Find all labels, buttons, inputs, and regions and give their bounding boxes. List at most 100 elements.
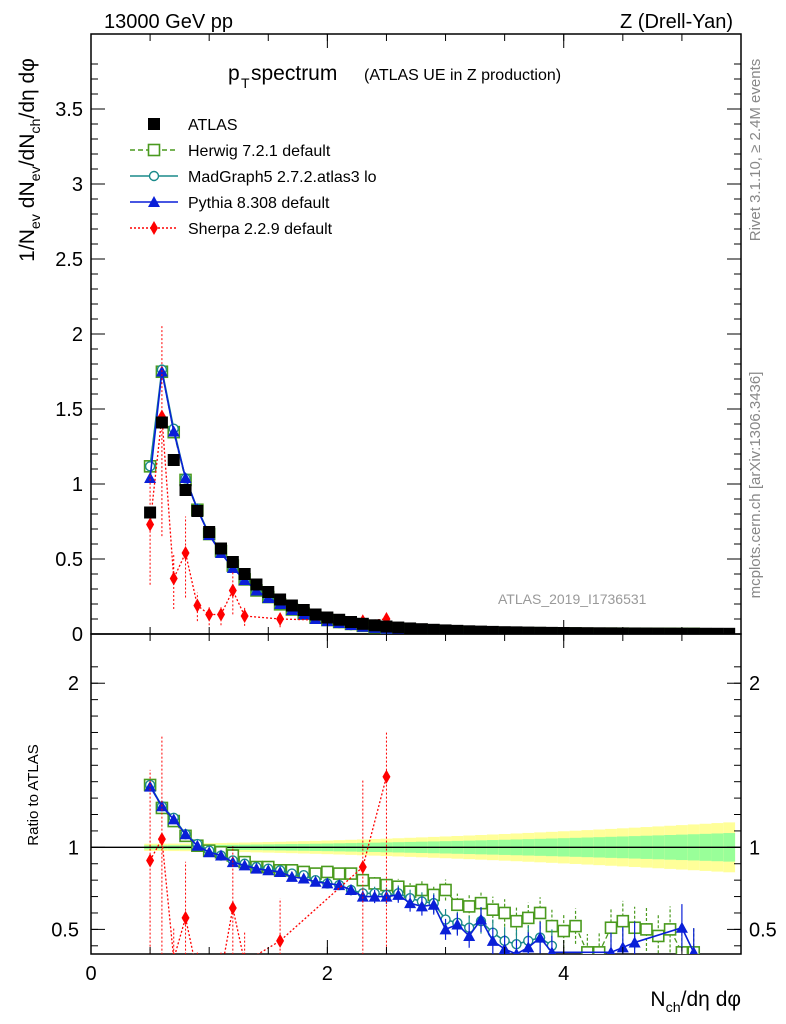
ratio-y-tick-label-right: 1 xyxy=(749,837,760,859)
herwig-ratio-marker xyxy=(640,923,653,936)
madgraph5-ratio-line xyxy=(149,784,553,947)
atlas-main-marker xyxy=(285,599,298,612)
pythia-ratio-marker xyxy=(415,900,428,912)
atlas-main-marker xyxy=(179,484,192,496)
pythia-ratio-marker xyxy=(191,839,204,851)
legend-marker-atlas xyxy=(148,118,160,130)
herwig-ratio-marker xyxy=(604,921,618,935)
label-part: N xyxy=(650,988,665,1011)
herwig-ratio-marker xyxy=(486,903,500,916)
axes: 0 0.5 1 1.5 2 2.5 3 3.5 0.5 0.5 1 1 2 2 0 2 4 xyxy=(51,34,777,985)
pythia-ratio-marker xyxy=(167,813,180,825)
atlas-main-marker xyxy=(699,627,712,634)
legend-label-herwig: Herwig 7.2.1 default xyxy=(188,143,331,160)
ratio-ylabel: Ratio to ATLAS xyxy=(25,744,42,845)
atlas-main-marker xyxy=(380,620,393,633)
atlas-main-marker xyxy=(463,625,476,634)
pythia-ratio-marker xyxy=(345,884,357,895)
pythia-ratio-marker xyxy=(616,941,629,953)
legend-marker-madgraph5 xyxy=(148,170,160,182)
atlas-main-marker xyxy=(723,627,736,634)
label-part: /dη dφ xyxy=(681,988,741,1011)
atlas-main-marker xyxy=(581,627,594,634)
herwig-ratio-marker xyxy=(569,919,582,933)
herwig-ratio-marker xyxy=(510,914,523,928)
atlas-main-marker xyxy=(404,622,417,634)
herwig-ratio-marker xyxy=(557,924,571,938)
main-y-tick-label: 0 xyxy=(72,624,83,646)
pythia-ratio-marker xyxy=(203,846,216,858)
herwig-ratio-marker xyxy=(451,898,464,912)
title-spectrum: spectrum xyxy=(251,62,337,85)
atlas-main-marker xyxy=(262,586,275,598)
title-subscript: T xyxy=(241,75,250,91)
atlas-main-marker xyxy=(628,627,641,634)
atlas-main-marker xyxy=(309,608,322,621)
ratio-y-tick-label: 0.5 xyxy=(51,919,79,941)
legend-marker-herwig xyxy=(147,143,161,157)
pythia-ratio-marker xyxy=(427,898,440,910)
atlas-main-marker xyxy=(415,623,428,634)
sherpa-ratio-marker xyxy=(217,967,225,981)
atlas-main-marker xyxy=(167,454,180,466)
pythia-ratio-marker xyxy=(522,941,535,953)
sherpa-main-marker xyxy=(193,598,202,613)
atlas-main-marker xyxy=(392,621,405,634)
atlas-main-marker xyxy=(640,627,653,634)
pythia-ratio-marker xyxy=(179,828,192,840)
ratio-panel-series xyxy=(143,732,701,981)
atlas-main-marker xyxy=(345,616,357,628)
atlas-main-marker xyxy=(427,623,440,634)
pythia-ratio-marker xyxy=(333,879,346,891)
pythia-ratio-marker xyxy=(380,890,393,902)
side-text-mcplots: mcplots.cern.ch [arXiv:1306.3436] xyxy=(747,372,764,599)
sherpa-main-marker xyxy=(217,607,225,622)
atlas-main-marker xyxy=(510,626,523,634)
ratio-uncertainty-bands xyxy=(91,822,741,873)
madgraph5-main-marker xyxy=(144,461,156,472)
pythia-ratio-marker xyxy=(475,913,487,925)
atlas-main-marker xyxy=(155,416,168,429)
main-y-tick-label: 3 xyxy=(72,174,83,196)
label-part: ch xyxy=(666,1000,681,1016)
atlas-main-marker xyxy=(215,542,227,555)
atlas-main-marker xyxy=(274,593,287,606)
pythia-ratio-marker xyxy=(262,864,275,876)
sherpa-main-marker xyxy=(205,607,214,622)
legend-label-madgraph5: MadGraph5 2.7.2.atlas3 lo xyxy=(188,169,377,186)
sherpa-main-marker xyxy=(181,546,190,560)
legend: ATLAS Herwig 7.2.1 default MadGraph5 2.7.2… xyxy=(130,117,377,238)
label-part: ev xyxy=(28,213,44,229)
pythia-main-marker xyxy=(144,472,157,483)
pythia-main-marker xyxy=(179,472,192,483)
madgraph5-main-line xyxy=(149,369,552,634)
sherpa-main-marker xyxy=(169,571,178,586)
header-left: 13000 GeV pp xyxy=(104,11,233,33)
pythia-ratio-marker xyxy=(238,859,251,871)
pythia-main-marker xyxy=(167,425,180,437)
pythia-ratio-marker xyxy=(486,934,499,946)
pythia-ratio-marker xyxy=(404,897,417,909)
herwig-ratio-marker xyxy=(332,867,346,880)
ratio-y-tick-label: 2 xyxy=(68,673,79,695)
pythia-ratio-marker xyxy=(451,918,464,930)
herwig-ratio-marker xyxy=(521,911,535,925)
legend-marker-sherpa xyxy=(150,221,158,235)
label-part: 1/N xyxy=(16,229,39,262)
atlas-main-marker xyxy=(664,627,677,634)
sherpa-ratio-marker xyxy=(172,951,175,954)
header-right: Z (Drell-Yan) xyxy=(620,11,733,33)
sherpa-main-marker xyxy=(146,517,155,532)
watermark-label: ATLAS_2019_I1736531 xyxy=(498,591,647,607)
herwig-ratio-marker xyxy=(616,914,630,928)
sherpa-ratio-marker xyxy=(228,901,237,916)
atlas-main-marker xyxy=(486,625,499,634)
ratio-y-tick-label: 1 xyxy=(68,837,79,859)
atlas-main-marker xyxy=(711,627,724,634)
legend-marker-pythia xyxy=(148,196,160,207)
pythia-ratio-marker xyxy=(368,890,381,902)
main-y-tick-label: 1.5 xyxy=(55,399,83,421)
sherpa-ratio-marker xyxy=(276,933,285,948)
